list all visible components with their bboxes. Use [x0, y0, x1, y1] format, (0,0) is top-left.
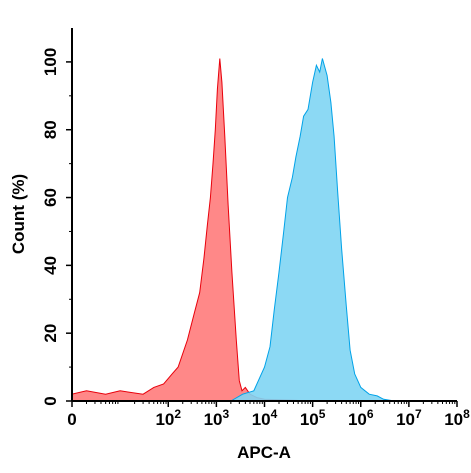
y-tick-label: 40	[41, 256, 60, 275]
series-layer	[71, 58, 395, 402]
y-tick-label: 20	[41, 324, 60, 343]
x-tick-label: 105	[300, 407, 326, 429]
series-1-area	[71, 58, 313, 402]
y-tick-label: 60	[41, 188, 60, 207]
x-tick-label: 103	[204, 407, 230, 429]
series-2-area	[229, 58, 395, 402]
y-tick-label: 100	[41, 48, 60, 76]
x-tick-label: 107	[396, 407, 422, 429]
x-tick-label: 0	[67, 410, 76, 429]
axis-layer	[71, 28, 457, 402]
y-tick-label: 0	[41, 396, 60, 405]
x-tick-label: 106	[348, 407, 374, 429]
y-axis-title: Count (%)	[9, 174, 28, 254]
x-tick-label: 102	[155, 407, 181, 429]
x-tick-label: 104	[252, 407, 278, 429]
x-axis-title: APC-A	[237, 443, 291, 462]
y-tick-label: 80	[41, 120, 60, 139]
ticks-layer: 0 102 103 104 105 106 107 108 0 20 40 60 80 100	[41, 48, 470, 429]
x-tick-label: 108	[444, 407, 470, 429]
